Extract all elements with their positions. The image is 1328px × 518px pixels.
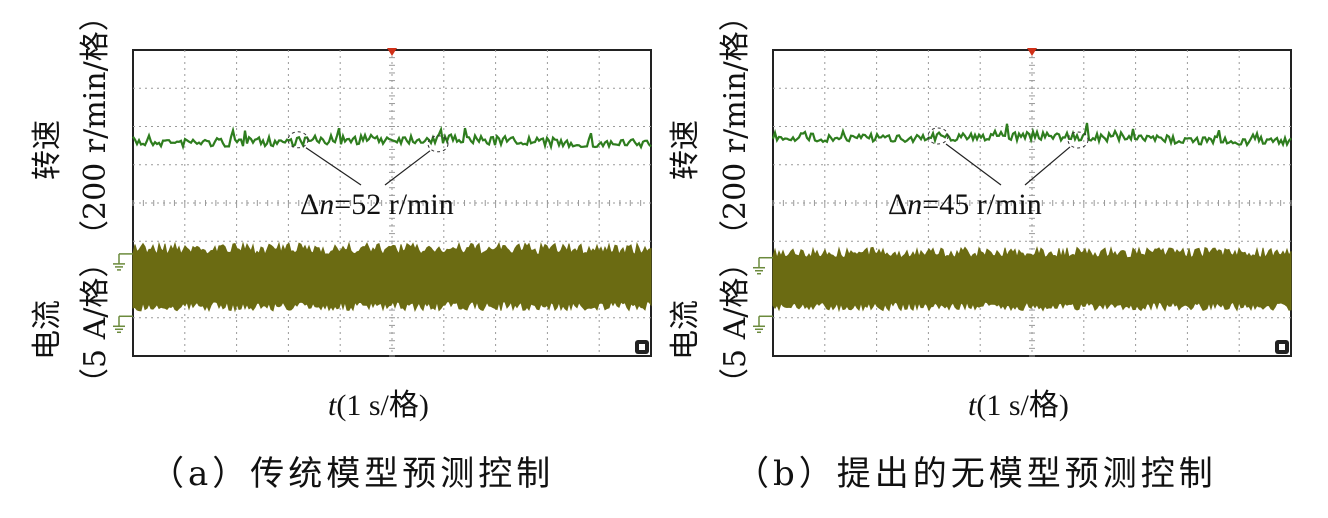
panel-b-speed-trace	[771, 122, 1292, 148]
panel-a-current-label: 电流	[30, 300, 65, 360]
panel-a-annotation-ellipse-left	[287, 131, 309, 149]
panel-a-current-unit: （5 A/格）	[78, 247, 113, 398]
panel-a-annotation-ellipse-right	[427, 135, 449, 153]
panel-a-caption: （a）传统模型预测控制	[150, 454, 555, 494]
panel-b-scope-badge-glyph	[1279, 344, 1285, 350]
panel-b-current-label: 电流	[668, 300, 703, 360]
panel-b-trigger-marker	[1027, 48, 1037, 56]
panel-b-xlabel: t(1 s/格)	[968, 389, 1069, 422]
panel-b-current-band	[772, 245, 1292, 313]
panel-b-annotation-leader-right	[1024, 146, 1071, 186]
panel-b-current-unit: （5 A/格）	[718, 247, 753, 398]
panel-a-current-band	[132, 241, 652, 313]
panel-b-delta-annotation: Δn=45 r/min	[888, 188, 1042, 221]
panel-b-annotation-leader-left	[945, 143, 1002, 186]
panel-a-annotation-leader-right	[384, 150, 431, 186]
panel-b-caption: （b）提出的无模型预测控制	[735, 454, 1217, 494]
panel-a-scope-badge-glyph	[639, 344, 645, 350]
panel-a-speed-trace	[132, 125, 652, 151]
panel-b-speed-label: 转速	[668, 120, 703, 180]
panel-a-annotation-leader-left	[305, 147, 362, 186]
panel-a-xlabel: t(1 s/格)	[328, 389, 429, 422]
panel-a-speed-label: 转速	[30, 120, 65, 180]
panel-a-trigger-marker	[387, 48, 397, 56]
panel-b-annotation-ellipse-right	[1067, 131, 1089, 149]
panel-a-delta-annotation: Δn=52 r/min	[300, 188, 454, 221]
panel-a-speed-unit: （200 r/min/格）	[78, 1, 113, 250]
panel-b-speed-unit: （200 r/min/格）	[718, 1, 753, 250]
panel-b-annotation-ellipse-left	[927, 127, 949, 145]
